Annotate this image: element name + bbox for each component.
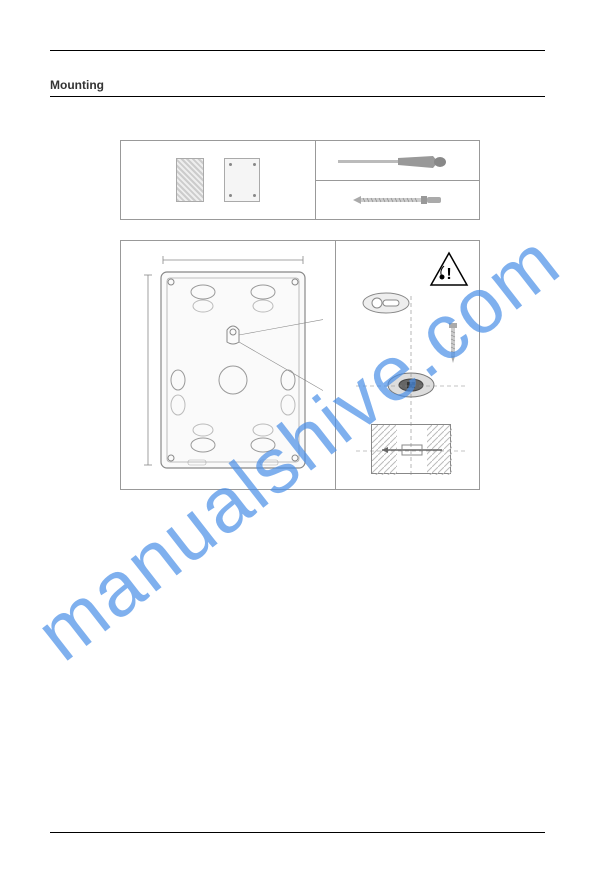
enclosure-diagram xyxy=(121,241,336,489)
mounting-diagram-row: ! xyxy=(120,240,480,490)
wall-icon xyxy=(176,158,204,202)
screw-icon xyxy=(353,196,443,204)
divider-bottom xyxy=(50,832,545,833)
mounting-surface-cell xyxy=(121,141,316,219)
screwdriver-icon xyxy=(338,155,458,165)
backplate-icon xyxy=(224,158,260,202)
divider-top xyxy=(50,50,545,51)
screwdriver-cell xyxy=(316,141,479,181)
wall-cross-section xyxy=(371,424,451,474)
divider-mid xyxy=(50,96,545,97)
tools-required-panel xyxy=(120,140,480,220)
section-subtitle: Mounting xyxy=(50,78,104,92)
screw-cell xyxy=(316,181,479,220)
mounting-details: ! xyxy=(336,241,479,489)
